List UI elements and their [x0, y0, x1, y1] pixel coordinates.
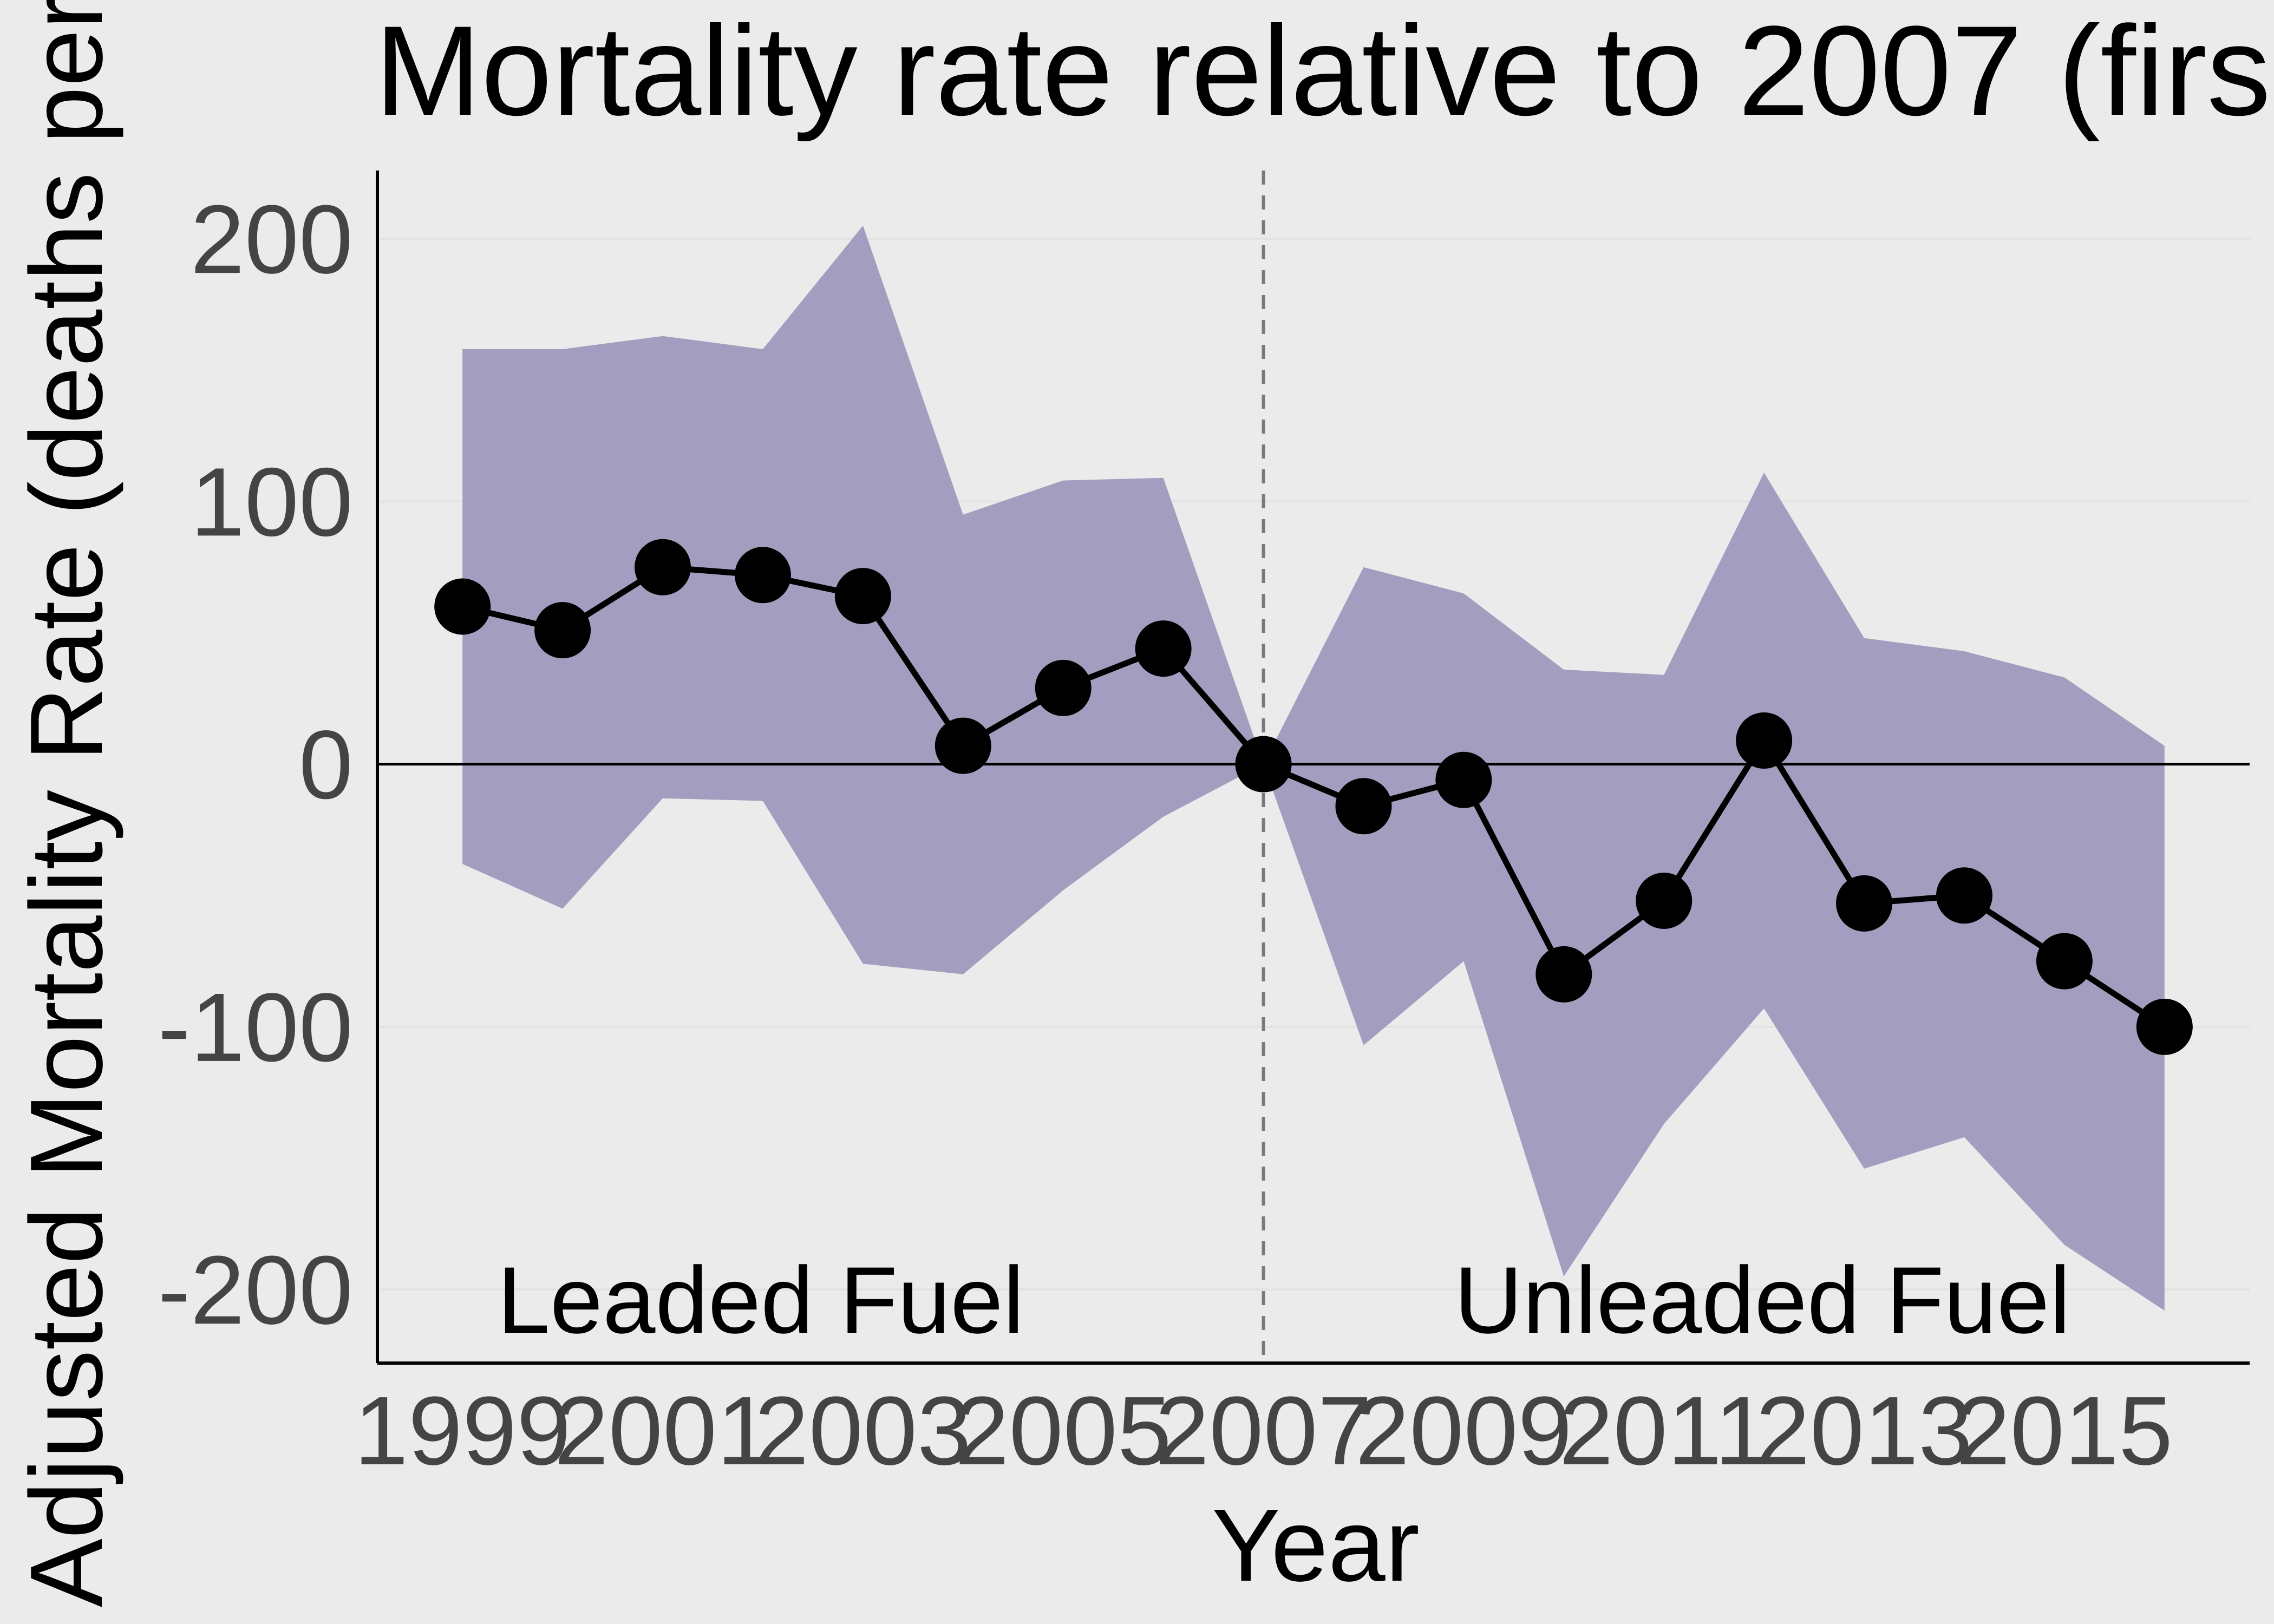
- data-point-2001: [635, 539, 691, 595]
- y-tick-label: -200: [158, 1236, 353, 1345]
- data-point-2011: [1636, 872, 1693, 929]
- data-point-2007: [1235, 736, 1292, 793]
- data-point-2004: [935, 717, 991, 774]
- data-point-2010: [1535, 946, 1592, 1003]
- data-point-2013: [1836, 875, 1893, 932]
- x-axis-title: Year: [1212, 1488, 1420, 1603]
- data-point-2003: [834, 568, 891, 625]
- y-tick-label: 200: [191, 185, 353, 294]
- x-tick-label: 2015: [1956, 1377, 2173, 1485]
- data-point-2005: [1035, 659, 1092, 716]
- y-tick-label: -100: [158, 973, 353, 1082]
- data-point-1999: [434, 578, 491, 635]
- chart-title: Mortality rate relative to 2007 (firs: [375, 0, 2271, 142]
- x-tick-label: 2005: [955, 1377, 1171, 1485]
- x-tick-label: 2001: [554, 1377, 771, 1485]
- annotation-unleaded-fuel: Unleaded Fuel: [1454, 1248, 2070, 1353]
- data-point-2000: [534, 602, 591, 659]
- x-tick-label: 2013: [1756, 1377, 1972, 1485]
- x-tick-label: 2009: [1355, 1377, 1572, 1485]
- data-point-2008: [1335, 778, 1392, 835]
- data-point-2009: [1435, 751, 1492, 808]
- data-point-2006: [1135, 620, 1192, 677]
- x-tick-label: 2007: [1155, 1377, 1371, 1485]
- data-point-2016: [2136, 998, 2193, 1055]
- data-point-2012: [1736, 712, 1793, 769]
- series-points: [434, 539, 2193, 1055]
- data-point-2015: [2036, 933, 2093, 990]
- x-tick-label: 2003: [755, 1377, 971, 1485]
- y-tick-label: 100: [191, 448, 353, 556]
- y-axis-title: Adjusted Mortality Rate (deaths per: [9, 0, 124, 1607]
- data-point-2002: [734, 547, 791, 604]
- x-tick-label: 2011: [1559, 1377, 1769, 1485]
- y-tick-label: 0: [299, 711, 353, 820]
- data-point-2014: [1936, 867, 1992, 924]
- x-tick-label: 1999: [354, 1377, 571, 1485]
- annotation-leaded-fuel: Leaded Fuel: [497, 1248, 1024, 1353]
- confidence-band: [462, 225, 2165, 1311]
- y-tick-labels: 200 100 0 -100 -200: [158, 185, 353, 1345]
